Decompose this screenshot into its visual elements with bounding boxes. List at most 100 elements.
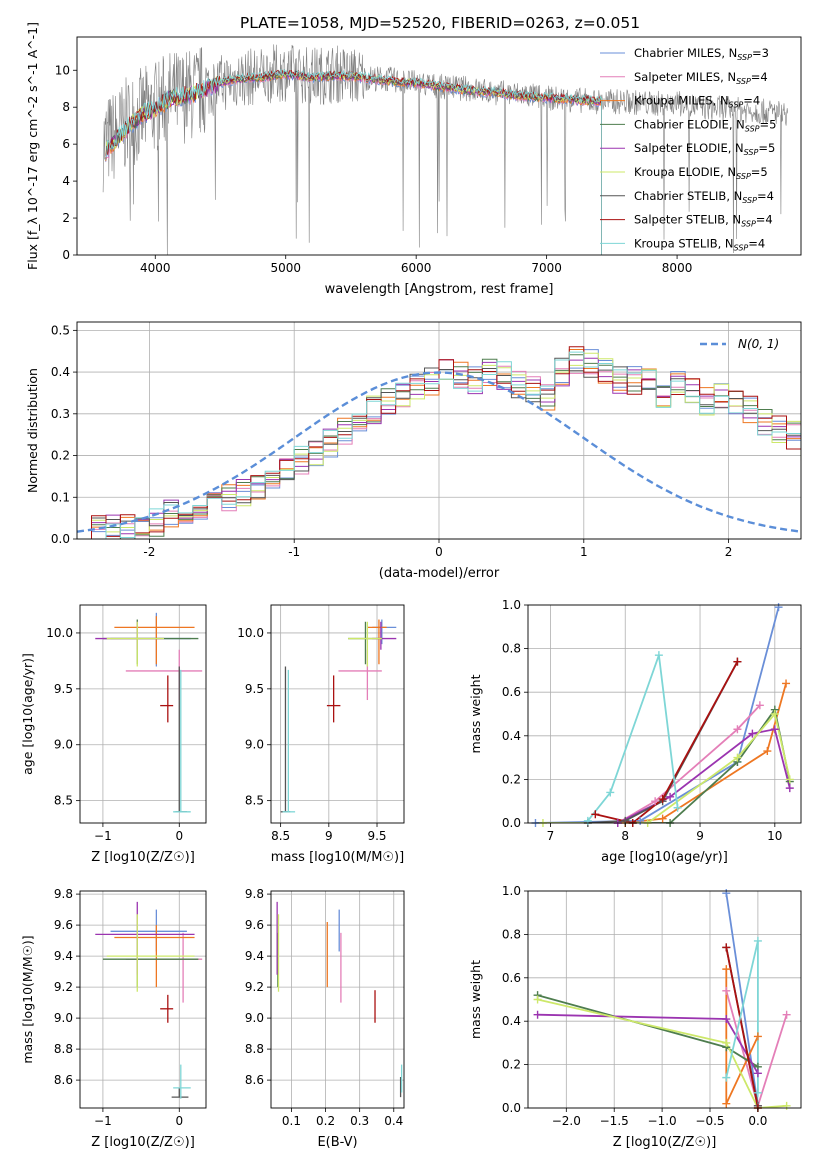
y-tick-label: 8.8 [54, 1042, 73, 1056]
x-tick-label: −0.5 [695, 1114, 724, 1128]
y-tick-label: 4 [62, 174, 70, 188]
x-tick-label: 8.5 [271, 829, 290, 843]
y-tick-label: 9.4 [245, 949, 264, 963]
y-tick-label: 8 [62, 100, 70, 114]
residual-histogram-C_MILES [77, 349, 801, 539]
marker-K_MILES [658, 814, 667, 823]
y-tick-label: 0.6 [502, 685, 521, 699]
plot-area [102, 44, 788, 255]
y-tick-label: 9.6 [54, 918, 73, 932]
marker-S_ELODIE [666, 792, 675, 801]
x-axis-label: age [log10(age/yr)] [601, 850, 728, 865]
y-tick-label: 8.8 [245, 1042, 264, 1056]
series-S_MILES [617, 704, 761, 823]
x-tick-label: 0.4 [384, 1114, 403, 1128]
y-tick-label: 9.0 [54, 1011, 73, 1025]
legend-label: Kroupa STELIB, NSSP=4 [634, 236, 765, 252]
residual-histogram-S_MILES [77, 359, 801, 539]
axes-frame [76, 36, 802, 256]
marker-C_MILES [636, 816, 645, 825]
y-tick-label: 0.2 [502, 1058, 521, 1072]
chart-age_vs_Z: −1 0 8.5 9.0 9.5 10.0 Z [log10(Z/Z☉)] age [log1… [20, 604, 207, 865]
legend-label: Salpeter ELODIE, NSSP=5 [634, 141, 775, 157]
x-axis-label: Z [log10(Z/Z☉)] [91, 850, 195, 865]
axes-frame [270, 604, 405, 824]
x-tick-label: 5000 [270, 261, 301, 275]
x-axis-label: Z [log10(Z/Z☉)] [613, 1135, 717, 1150]
marker-K_ELODIE [785, 775, 794, 784]
x-tick-label: 0.3 [350, 1114, 369, 1128]
plot-area [276, 901, 403, 1098]
y-tick-label: 0.6 [502, 971, 521, 985]
y-tick-label: 2 [62, 211, 70, 225]
y-axis-label: mass [log10(M/M☉)] [20, 935, 35, 1063]
y-tick-label: 9.2 [54, 980, 73, 994]
marker-K_MILES [763, 747, 772, 756]
series-S_STELIB [725, 947, 759, 1108]
axes-frame [270, 890, 405, 1109]
marker-S_STELIB [591, 810, 600, 819]
y-tick-label: 8.5 [245, 794, 264, 808]
marker-K_ELODIE [733, 753, 742, 762]
marker-K_STELIB [753, 1088, 762, 1097]
series-K_ELODIE [537, 998, 787, 1108]
plot-area [95, 901, 203, 1099]
series-S_MILES [725, 990, 788, 1108]
x-tick-label: −1.5 [600, 1114, 629, 1128]
y-tick-label: 10.0 [237, 626, 264, 640]
chart-mass_weight_vs_Z: −2.0 −1.5 −1.0 −0.5 0.0 0.0 0.2 0.4 0.6 0.8 1.0 Z [… [468, 884, 802, 1150]
y-tick-label: 9.2 [245, 980, 264, 994]
x-tick-label: 9.5 [367, 829, 386, 843]
y-tick-label: 0.8 [502, 642, 521, 656]
marker-K_STELIB [583, 816, 592, 825]
marker-K_STELIB [673, 803, 682, 812]
y-tick-label: 0.4 [502, 729, 521, 743]
y-tick-label: 1.0 [502, 598, 521, 612]
marker-K_STELIB [654, 651, 663, 660]
legend-label: Salpeter MILES, NSSP=4 [634, 70, 768, 86]
residual-histogram-C_ELODIE [77, 354, 801, 539]
plot-area [535, 606, 791, 823]
y-tick-label: 9.5 [54, 682, 73, 696]
marker-K_ELODIE [533, 995, 542, 1004]
y-tick-label: 9.8 [54, 887, 73, 901]
y-tick-label: 0.4 [51, 365, 70, 379]
series-C_MILES [535, 606, 780, 823]
legend-label: Salpeter STELIB, NSSP=4 [634, 213, 773, 229]
marker-S_MILES [722, 986, 731, 995]
axes-frame [527, 604, 802, 824]
series-K_STELIB [587, 654, 679, 822]
chart-mass_vs_ebv: 0.1 0.2 0.3 0.4 8.6 8.8 9.0 9.2 9.4 9.6 9.8 E(B-V) [245, 887, 405, 1150]
y-tick-label: 0.5 [51, 323, 70, 337]
series-C_ELODIE [537, 994, 759, 1068]
plot-area [280, 619, 397, 813]
x-tick-label: 8 [621, 829, 629, 843]
legend-label: Kroupa MILES, NSSP=4 [634, 94, 760, 110]
plot-area [95, 612, 203, 813]
marker-K_ELODIE [782, 1101, 791, 1110]
marker-S_ELODIE [722, 1015, 731, 1024]
x-tick-label: 1 [580, 545, 588, 559]
marker-S_MILES [651, 797, 660, 806]
marker-K_ELODIE [770, 710, 779, 718]
axes-frame [79, 604, 207, 824]
y-tick-label: 0.2 [502, 772, 521, 786]
residual-histogram-K_MILES [77, 349, 801, 539]
x-axis-label: (data-model)/error [379, 566, 500, 581]
y-axis-label: Normed distribution [25, 368, 40, 493]
marker-S_STELIB [722, 943, 731, 952]
legend-label: N(0, 1) [738, 337, 779, 351]
legend-label: Chabrier ELODIE, NSSP=5 [634, 117, 776, 133]
y-tick-label: 0.8 [502, 927, 521, 941]
y-tick-label: 10 [55, 63, 70, 77]
marker-S_STELIB [733, 657, 742, 666]
axes-frame [527, 890, 802, 1109]
y-tick-label: 0.0 [502, 1101, 521, 1115]
series-C_MILES [725, 893, 759, 1106]
spectrum-legend: Chabrier MILES, NSSP=3 Salpeter MILES, NS… [600, 46, 776, 252]
marker-K_MILES [753, 1032, 762, 1041]
x-tick-label: 10 [767, 829, 782, 843]
marker-K_MILES [722, 1099, 731, 1108]
x-tick-label: 0 [435, 545, 443, 559]
y-tick-label: 0 [62, 248, 70, 262]
